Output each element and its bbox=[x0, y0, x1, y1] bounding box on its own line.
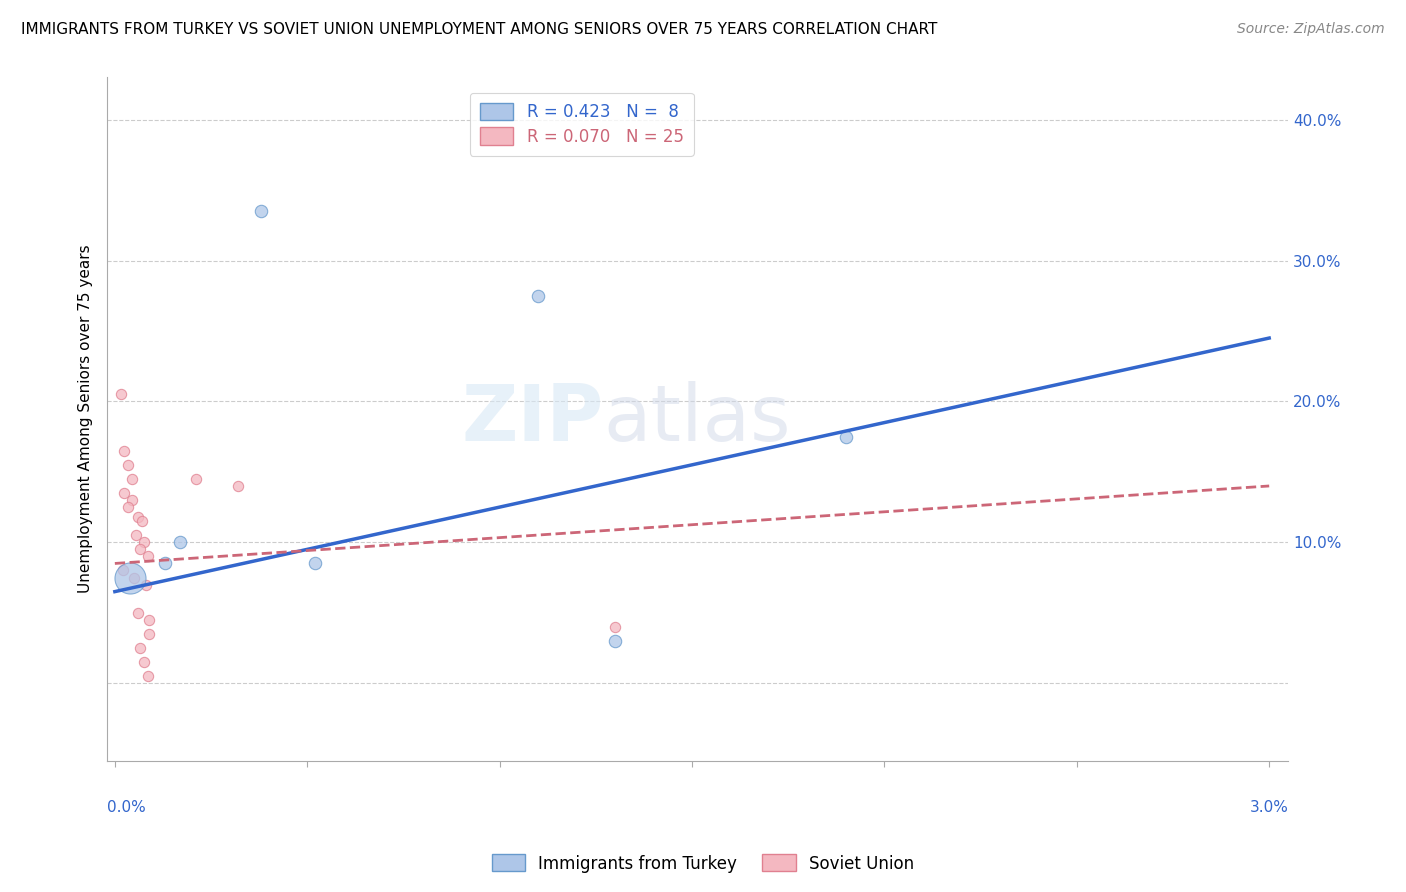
Text: IMMIGRANTS FROM TURKEY VS SOVIET UNION UNEMPLOYMENT AMONG SENIORS OVER 75 YEARS : IMMIGRANTS FROM TURKEY VS SOVIET UNION U… bbox=[21, 22, 938, 37]
Point bbox=[125, 528, 148, 542]
Y-axis label: Unemployment Among Seniors over 75 years: Unemployment Among Seniors over 75 years bbox=[79, 244, 93, 593]
Point bbox=[136, 669, 159, 683]
Point bbox=[121, 493, 143, 508]
Text: Source: ZipAtlas.com: Source: ZipAtlas.com bbox=[1237, 22, 1385, 37]
Point bbox=[117, 500, 139, 514]
Point bbox=[114, 486, 136, 500]
Point bbox=[120, 570, 142, 584]
Text: 0.0%: 0.0% bbox=[107, 799, 146, 814]
Point bbox=[110, 387, 132, 401]
Text: 3.0%: 3.0% bbox=[1250, 799, 1288, 814]
Point bbox=[128, 542, 150, 557]
Text: atlas: atlas bbox=[603, 381, 790, 457]
Point bbox=[132, 655, 155, 669]
Point bbox=[138, 613, 160, 627]
Point bbox=[117, 458, 139, 472]
Point bbox=[184, 472, 207, 486]
Point bbox=[128, 640, 150, 655]
Point bbox=[135, 577, 157, 591]
Legend: R = 0.423   N =  8, R = 0.070   N = 25: R = 0.423 N = 8, R = 0.070 N = 25 bbox=[470, 93, 693, 155]
Point bbox=[127, 606, 149, 620]
Point bbox=[304, 557, 326, 571]
Point bbox=[127, 510, 149, 524]
Point bbox=[527, 289, 550, 303]
Point bbox=[122, 570, 145, 584]
Point bbox=[250, 204, 273, 219]
Point bbox=[153, 557, 176, 571]
Point bbox=[114, 443, 136, 458]
Point bbox=[226, 479, 249, 493]
Point bbox=[121, 472, 143, 486]
Legend: Immigrants from Turkey, Soviet Union: Immigrants from Turkey, Soviet Union bbox=[485, 847, 921, 880]
Point bbox=[835, 430, 858, 444]
Point bbox=[111, 564, 134, 578]
Point bbox=[132, 535, 155, 549]
Point bbox=[138, 627, 160, 641]
Point bbox=[603, 634, 626, 648]
Point bbox=[603, 620, 626, 634]
Point bbox=[169, 535, 191, 549]
Text: ZIP: ZIP bbox=[461, 381, 603, 457]
Point bbox=[131, 514, 153, 528]
Point bbox=[136, 549, 159, 564]
